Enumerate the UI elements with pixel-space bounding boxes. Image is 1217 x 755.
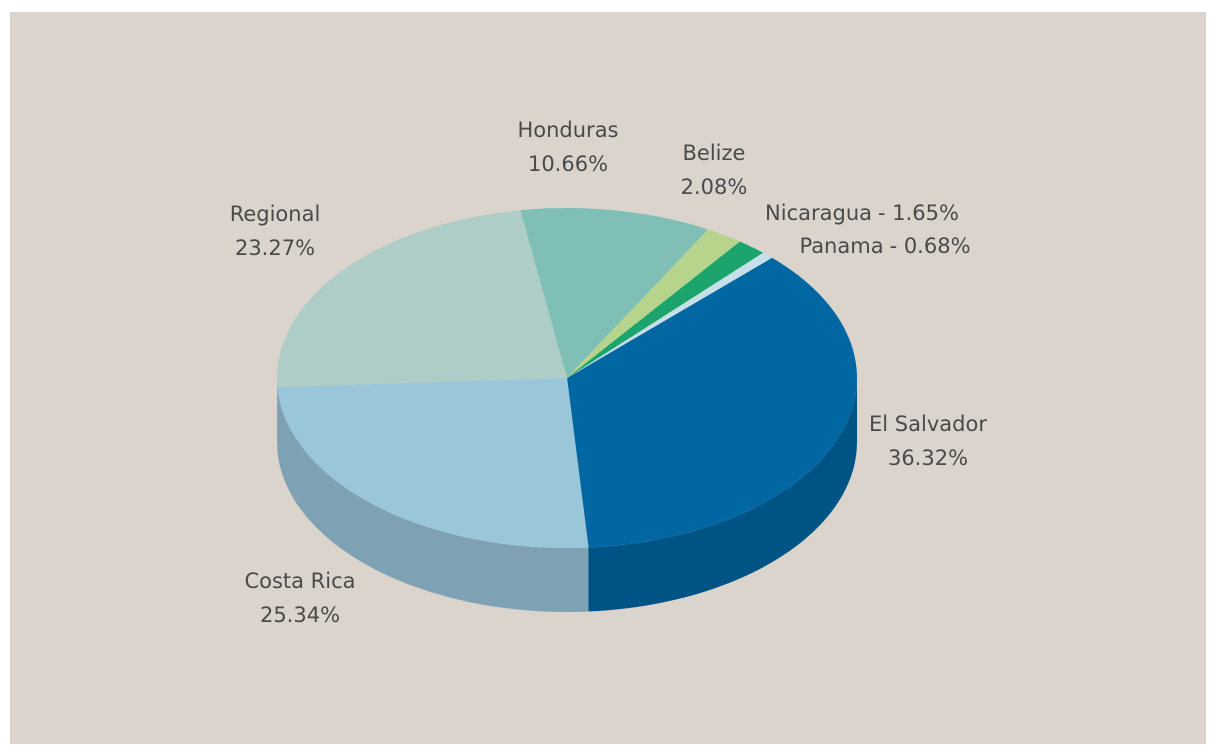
- slice-name: Panama: [799, 234, 883, 258]
- slice-value: 25.34%: [260, 603, 340, 627]
- slice-value: - 0.68%: [890, 234, 971, 258]
- slice-side: [588, 378, 857, 612]
- slice: [567, 252, 773, 378]
- slice-value: 36.32%: [888, 446, 968, 470]
- slice-value: 23.27%: [235, 236, 315, 260]
- slice-value: 10.66%: [528, 152, 608, 176]
- slice: [277, 378, 589, 548]
- slice-name: Honduras: [517, 118, 618, 142]
- slice-name: Nicaragua: [765, 201, 872, 225]
- slice-name: Belize: [683, 141, 746, 165]
- slice-value: - 1.65%: [878, 201, 959, 225]
- slice-name: Costa Rica: [244, 569, 355, 593]
- slice-label: Nicaragua - 1.65%: [765, 201, 959, 225]
- slice-side: [277, 387, 589, 612]
- slice: [277, 210, 567, 387]
- slice-value: 2.08%: [681, 175, 748, 199]
- slice: [567, 257, 857, 548]
- slice: [567, 229, 740, 378]
- slice-name: Regional: [230, 202, 321, 226]
- slice: [567, 241, 764, 378]
- slice: [520, 208, 709, 378]
- slice-name: El Salvador: [869, 412, 987, 436]
- slice-label: Panama - 0.68%: [799, 234, 970, 258]
